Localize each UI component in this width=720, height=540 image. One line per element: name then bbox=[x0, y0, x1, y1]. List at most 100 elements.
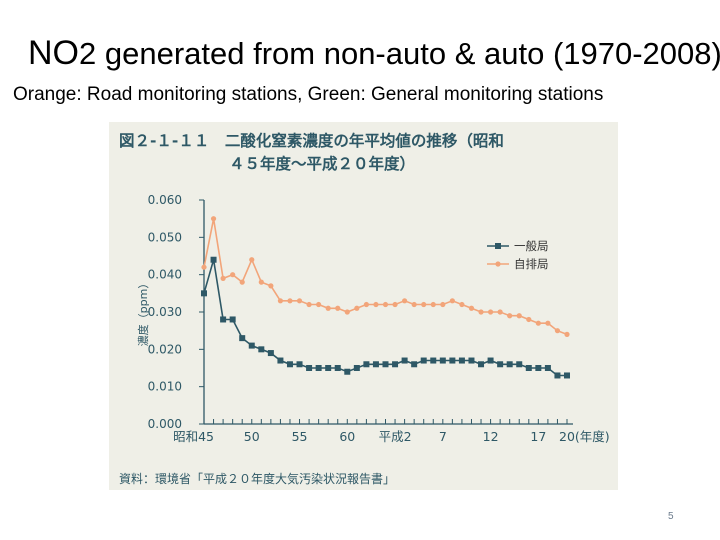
series-lines bbox=[201, 216, 570, 379]
data-point-roadside bbox=[287, 298, 293, 304]
data-point-general bbox=[334, 365, 341, 371]
data-point-roadside bbox=[268, 283, 274, 289]
data-point-general bbox=[478, 361, 485, 368]
y-tick-label: 0.060 bbox=[148, 193, 182, 207]
data-point-general bbox=[248, 342, 255, 349]
title-rest: generated from non-auto & auto (1970-200… bbox=[96, 36, 720, 71]
data-point-general bbox=[210, 256, 217, 263]
page-number: 5 bbox=[668, 511, 674, 522]
data-point-general bbox=[239, 335, 246, 342]
y-axis-label: 濃度（ppm） bbox=[136, 278, 150, 347]
x-tick-label: 60 bbox=[339, 429, 355, 444]
figure-panel: 図２-１-１１ 二酸化窒素濃度の年平均値の推移（昭和 ４５年度～平成２０年度） … bbox=[109, 122, 618, 490]
data-point-roadside bbox=[230, 272, 236, 278]
data-point-general bbox=[277, 357, 284, 364]
data-point-roadside bbox=[402, 298, 408, 304]
title-subscript-2: 2 bbox=[79, 36, 97, 71]
series-line-roadside bbox=[203, 218, 568, 336]
data-point-roadside bbox=[249, 257, 255, 263]
data-point-general bbox=[296, 361, 303, 368]
data-point-general bbox=[506, 361, 513, 368]
legend-label: 自排局 bbox=[514, 257, 549, 271]
data-point-general bbox=[439, 357, 446, 364]
data-point-roadside bbox=[201, 264, 207, 270]
data-point-general bbox=[535, 365, 542, 371]
x-tick-label: 55 bbox=[292, 429, 308, 444]
data-point-roadside bbox=[564, 331, 570, 337]
data-point-roadside bbox=[316, 301, 322, 308]
data-point-general bbox=[306, 365, 313, 371]
axes bbox=[203, 200, 573, 425]
data-point-general bbox=[267, 350, 274, 357]
legend-label: 一般局 bbox=[514, 239, 549, 253]
source-note: 資料：環境省「平成２０年度大気汚染状況報告書」 bbox=[119, 471, 395, 486]
slide-title: NO2 generated from non-auto & auto (1970… bbox=[28, 34, 720, 73]
data-point-general bbox=[325, 365, 332, 371]
axis-ticks bbox=[199, 199, 568, 425]
data-point-roadside bbox=[535, 320, 541, 326]
data-point-roadside bbox=[220, 275, 226, 281]
data-point-roadside bbox=[526, 316, 532, 323]
data-point-general bbox=[220, 316, 227, 323]
data-point-general bbox=[363, 361, 370, 368]
data-point-general bbox=[544, 365, 551, 371]
data-point-general bbox=[420, 357, 427, 364]
data-point-general bbox=[430, 357, 437, 364]
data-point-general bbox=[411, 361, 418, 368]
data-point-general bbox=[229, 316, 236, 323]
data-point-roadside bbox=[545, 320, 551, 326]
data-point-roadside bbox=[373, 301, 379, 308]
data-point-general bbox=[468, 357, 475, 364]
x-tick-label: 17 bbox=[530, 429, 546, 444]
data-point-general bbox=[564, 372, 570, 379]
data-point-general bbox=[315, 365, 322, 371]
data-point-roadside bbox=[344, 309, 350, 315]
data-point-roadside bbox=[335, 305, 341, 311]
data-point-general bbox=[449, 357, 456, 364]
data-point-roadside bbox=[554, 328, 561, 334]
data-point-roadside bbox=[306, 301, 312, 308]
data-point-general bbox=[258, 346, 265, 353]
data-point-roadside bbox=[363, 301, 369, 308]
data-point-roadside bbox=[421, 301, 427, 308]
data-point-general bbox=[516, 361, 523, 368]
data-point-general bbox=[382, 361, 389, 368]
data-point-roadside bbox=[277, 298, 284, 304]
data-point-general bbox=[201, 290, 207, 297]
data-point-roadside bbox=[516, 313, 522, 319]
title-no: NO bbox=[28, 34, 79, 72]
data-point-general bbox=[487, 357, 494, 364]
y-tick-label: 0.000 bbox=[148, 417, 182, 431]
data-point-general bbox=[525, 365, 532, 371]
data-point-roadside bbox=[354, 305, 360, 311]
y-tick-labels: 0.060 0.050 0.040 0.030 0.020 0.010 0.000 bbox=[148, 193, 182, 431]
data-point-general bbox=[401, 357, 408, 364]
data-point-roadside bbox=[478, 309, 484, 315]
data-point-general bbox=[286, 361, 293, 368]
no2-trend-chart: 図２-１-１１ 二酸化窒素濃度の年平均値の推移（昭和 ４５年度～平成２０年度） … bbox=[119, 131, 610, 486]
y-tick-label: 0.010 bbox=[148, 380, 182, 394]
data-point-general bbox=[372, 361, 379, 368]
data-point-roadside bbox=[239, 279, 245, 285]
legend-marker-square bbox=[495, 243, 501, 249]
y-tick-label: 0.050 bbox=[148, 230, 182, 244]
data-point-general bbox=[353, 365, 360, 371]
data-point-roadside bbox=[258, 279, 264, 285]
data-point-general bbox=[458, 357, 465, 364]
data-point-roadside bbox=[449, 298, 455, 304]
data-point-roadside bbox=[392, 301, 398, 308]
data-point-roadside bbox=[296, 298, 303, 304]
legend-marker-circle bbox=[495, 261, 501, 267]
data-point-roadside bbox=[382, 301, 389, 308]
x-tick-labels: 昭和45 50 55 60 平成2 7 12 17 20(年度) bbox=[173, 429, 610, 444]
y-tick-label: 0.030 bbox=[148, 305, 182, 319]
data-point-roadside bbox=[430, 301, 436, 308]
data-point-general bbox=[392, 361, 399, 368]
data-point-roadside bbox=[440, 301, 446, 308]
chart-title-line2: ４５年度～平成２０年度） bbox=[229, 154, 415, 173]
data-point-general bbox=[554, 372, 561, 379]
data-point-roadside bbox=[210, 216, 217, 222]
data-point-roadside bbox=[325, 305, 331, 311]
x-tick-label: 50 bbox=[244, 429, 260, 444]
